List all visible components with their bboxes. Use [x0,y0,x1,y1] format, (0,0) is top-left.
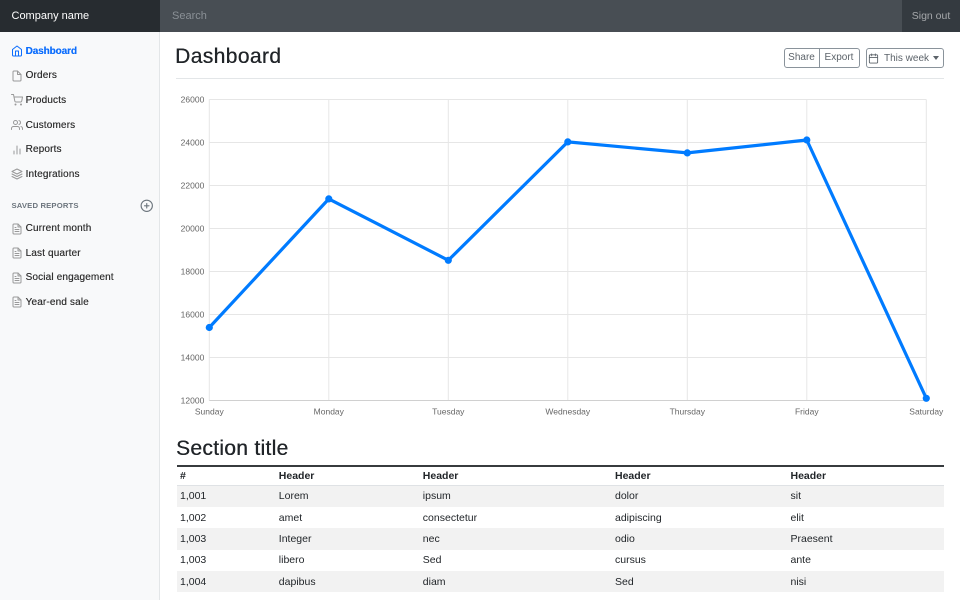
svg-text:18000: 18000 [181,267,205,277]
svg-text:Friday: Friday [795,407,819,417]
svg-text:14000: 14000 [181,353,205,363]
svg-text:Sunday: Sunday [195,407,225,417]
svg-text:24000: 24000 [181,138,205,148]
svg-text:Monday: Monday [314,407,345,417]
svg-text:12000: 12000 [181,396,205,406]
svg-text:Thursday: Thursday [670,407,706,417]
svg-text:Saturday: Saturday [909,407,944,417]
svg-text:Wednesday: Wednesday [545,407,590,417]
svg-text:Tuesday: Tuesday [432,407,465,417]
svg-text:20000: 20000 [181,224,205,234]
svg-text:26000: 26000 [181,95,205,105]
svg-text:16000: 16000 [181,310,205,320]
svg-text:22000: 22000 [181,181,205,191]
